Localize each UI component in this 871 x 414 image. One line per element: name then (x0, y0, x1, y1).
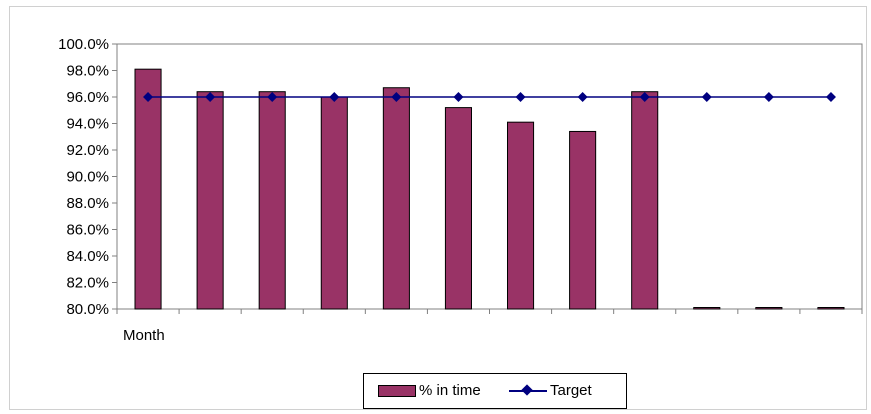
diamond-marker-icon (521, 383, 533, 396)
bar (569, 130, 597, 310)
y-tick-label: 100.0% (58, 36, 109, 53)
bar (693, 307, 721, 310)
y-axis: 80.0% 82.0% 84.0% 86.0% 88.0% 90.0% 92.0% 94.0%… (58, 36, 117, 318)
y-tick-label: 90.0% (66, 169, 109, 186)
x-axis-title: Month (123, 327, 165, 344)
y-tick-label: 88.0% (66, 195, 109, 212)
bar (507, 121, 535, 310)
target-point (329, 92, 340, 102)
legend-item-bars: % in time (378, 382, 481, 399)
target-point (763, 92, 774, 102)
chart-svg: 80.0% 82.0% 84.0% 86.0% 88.0% 90.0% 92.0% 94.0%… (58, 36, 863, 344)
y-tick-label: 94.0% (66, 116, 109, 133)
y-tick-label: 84.0% (66, 248, 109, 265)
plot-area (116, 43, 863, 310)
y-tick-label: 86.0% (66, 222, 109, 239)
target-point (453, 92, 464, 102)
y-tick-label: 80.0% (66, 301, 109, 318)
target-line-series (143, 92, 836, 102)
bar (755, 307, 783, 310)
target-point (701, 92, 712, 102)
x-axis-ticks (116, 309, 863, 314)
bar (320, 96, 348, 310)
target-point (391, 92, 402, 102)
chart-area: 80.0% 82.0% 84.0% 86.0% 88.0% 90.0% 92.0% 94.0%… (9, 6, 867, 410)
y-tick-label: 92.0% (66, 142, 109, 159)
legend-bar-swatch (378, 384, 416, 397)
y-tick-label: 98.0% (66, 63, 109, 80)
target-point (205, 92, 216, 102)
bar (382, 87, 410, 310)
legend-line-swatch (509, 383, 547, 397)
y-tick-label: 82.0% (66, 275, 109, 292)
bar (134, 68, 162, 310)
y-tick-label: 96.0% (66, 89, 109, 106)
target-point (515, 92, 526, 102)
legend-item-target: Target (509, 382, 592, 399)
bar (258, 91, 286, 310)
target-point (577, 92, 588, 102)
bar (196, 91, 224, 310)
bar-series (134, 68, 845, 310)
bar (631, 91, 659, 310)
target-point (639, 92, 650, 102)
bar (444, 107, 472, 310)
bar (817, 307, 845, 310)
legend: % in time Target (363, 373, 627, 409)
target-point (143, 92, 154, 102)
target-point (825, 92, 836, 102)
legend-label-target: Target (550, 382, 592, 399)
target-point (267, 92, 278, 102)
legend-label-bars: % in time (419, 382, 481, 399)
